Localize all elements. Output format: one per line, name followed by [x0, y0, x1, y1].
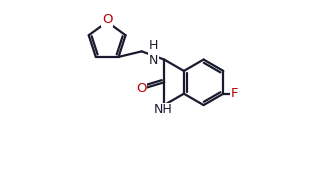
Text: F: F: [230, 87, 238, 100]
Text: O: O: [102, 13, 112, 26]
Text: H
N: H N: [149, 39, 158, 67]
Text: NH: NH: [154, 103, 172, 116]
Text: O: O: [136, 82, 146, 95]
